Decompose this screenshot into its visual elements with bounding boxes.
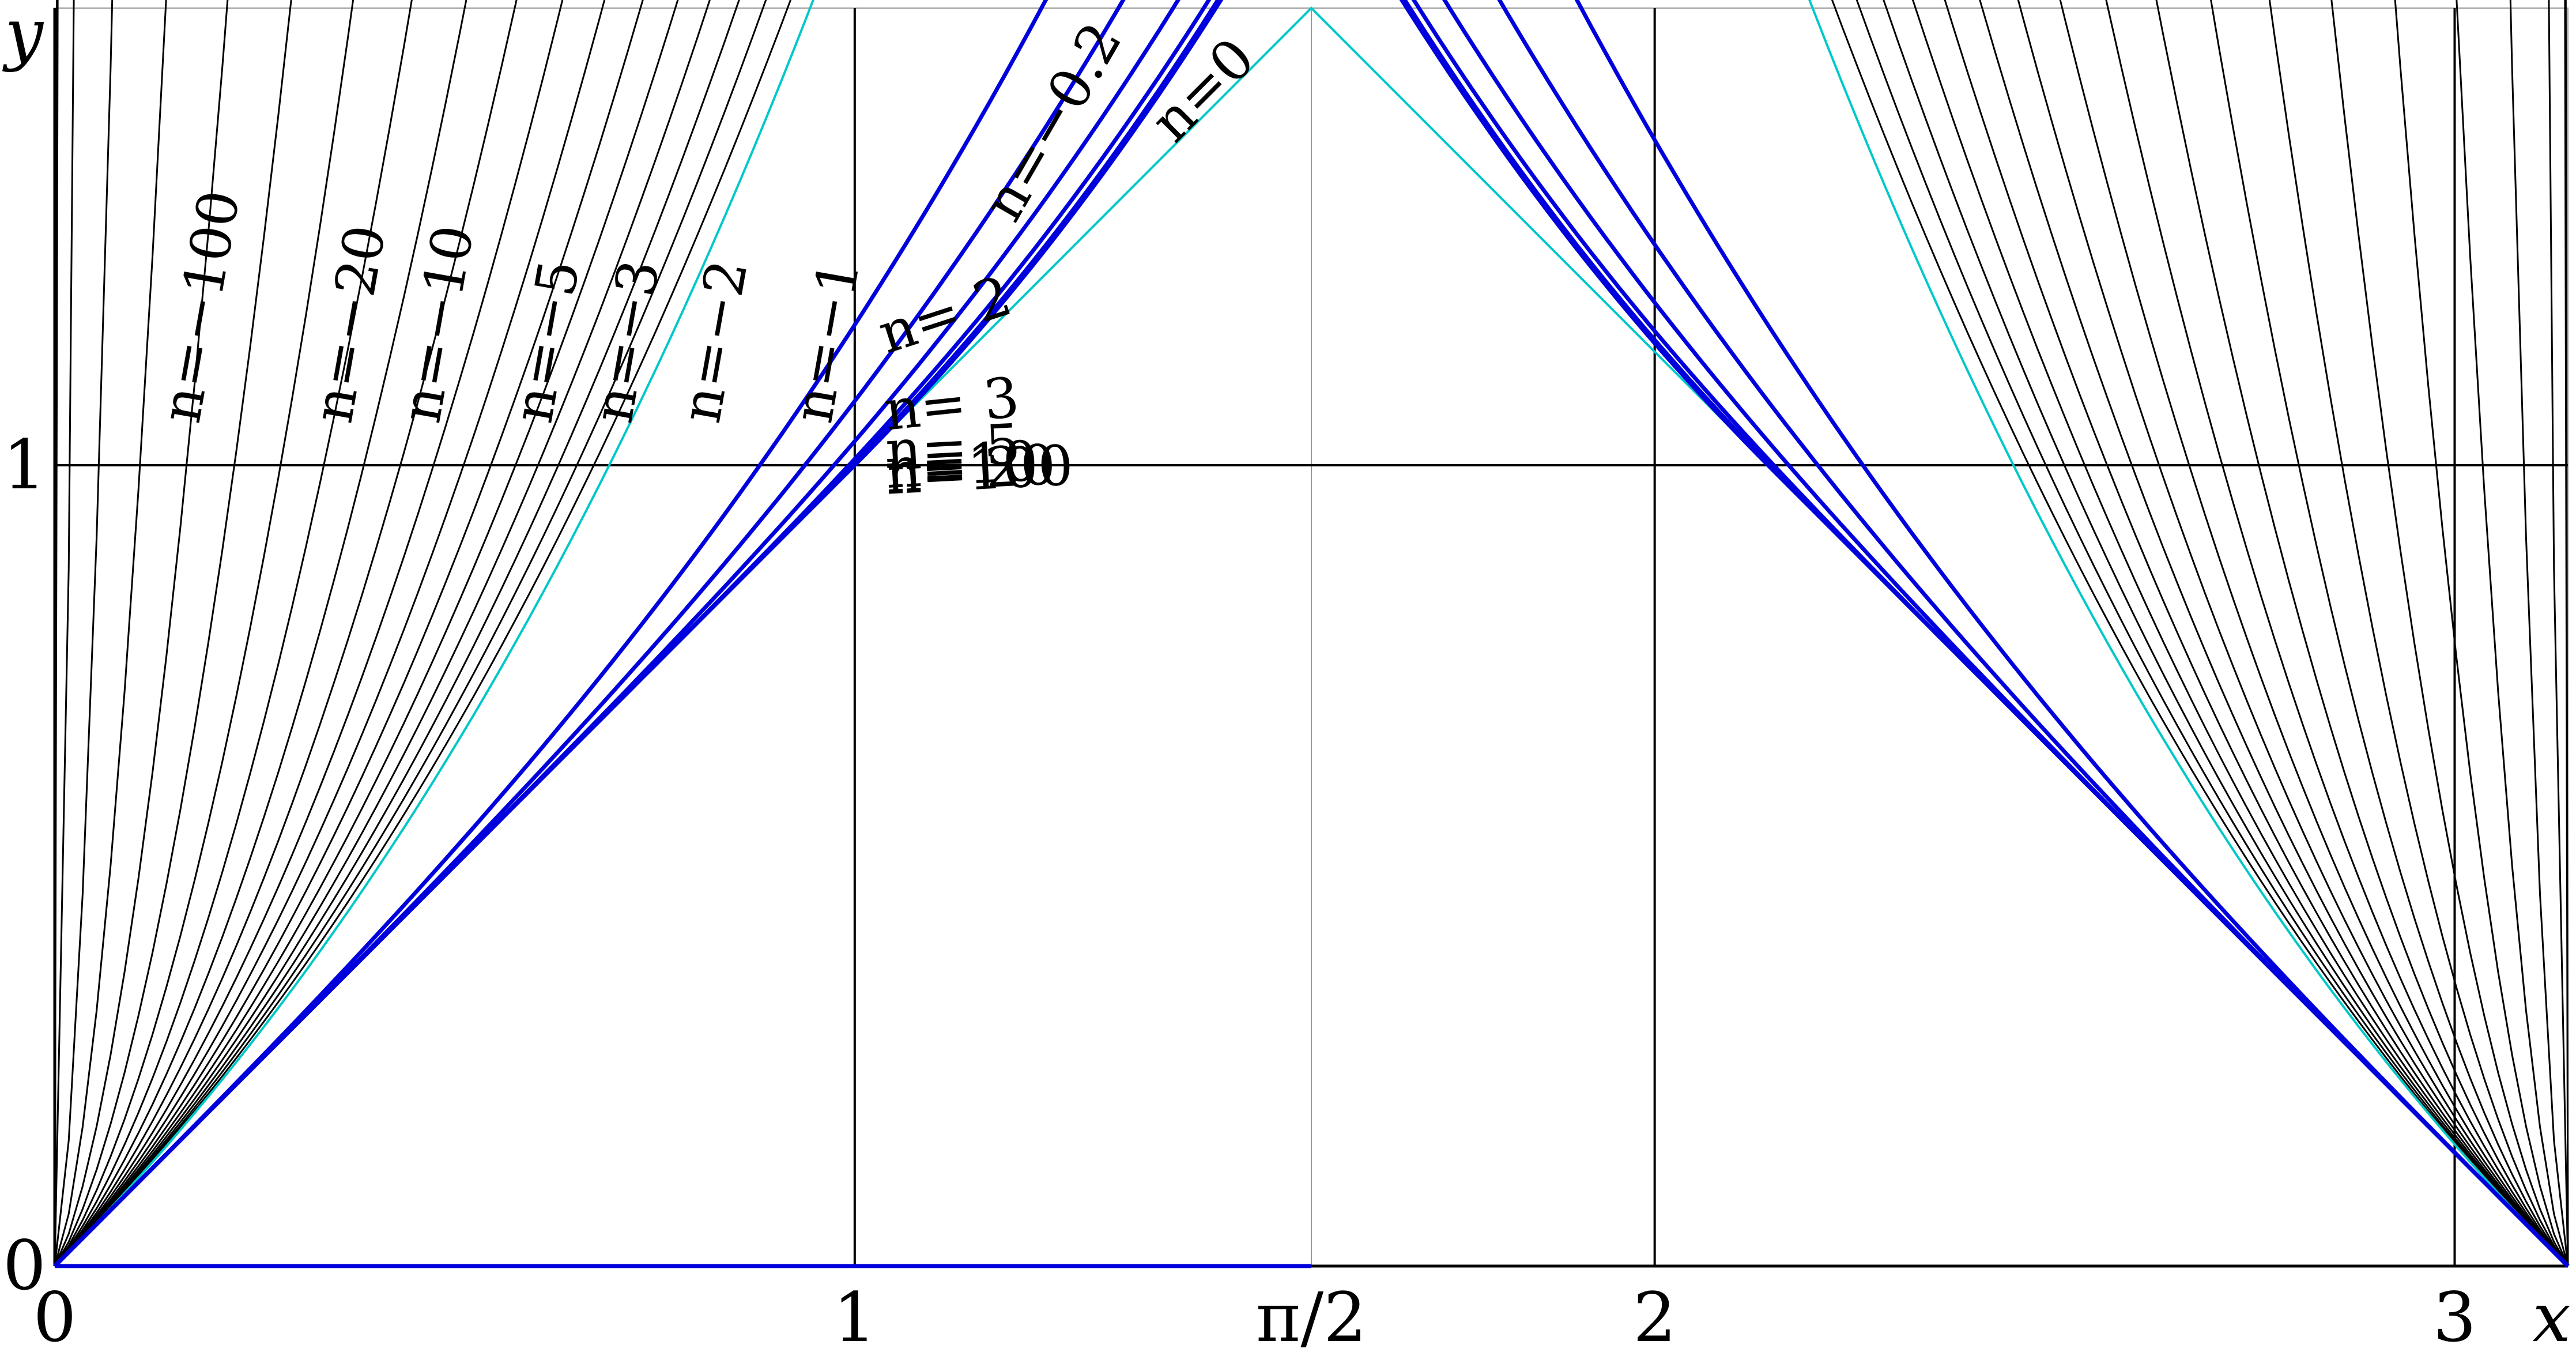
curve-blue (53, 0, 2570, 1268)
curve-label: n=100 (884, 433, 1075, 507)
curve-black (54, 0, 2569, 1267)
y-tick-label: 0 (3, 1226, 46, 1305)
curve-black (54, 0, 2569, 1267)
curve-label: n= 20 (884, 432, 1057, 506)
x-tick-label: 1 (833, 1278, 876, 1356)
curve-black (54, 0, 2569, 1267)
y-axis-label: y (2, 0, 44, 73)
curve-blue (53, 0, 2570, 1268)
curve-black (54, 0, 2569, 1267)
curve-black (54, 0, 2569, 1267)
curve-label: n= 3 (881, 365, 1022, 443)
curve-label: n=10 (884, 428, 1040, 501)
y-tick-label: 1 (3, 425, 46, 504)
x-tick-label: 3 (2433, 1278, 2476, 1356)
curve-blue (53, 0, 2570, 1268)
curve-label: n= 5 (884, 412, 1022, 483)
curve-black (54, 0, 2569, 1267)
x-tick-label: π/2 (1256, 1278, 1367, 1356)
curve-black (54, 0, 2569, 1267)
curve-reference (54, 0, 2569, 1267)
curve-black (54, 0, 2569, 1267)
curve-black (54, 0, 2569, 1267)
x-tick-label: 0 (33, 1278, 76, 1356)
x-tick-label: 2 (1633, 1278, 1676, 1356)
x-axis-label: x (2532, 1278, 2571, 1356)
